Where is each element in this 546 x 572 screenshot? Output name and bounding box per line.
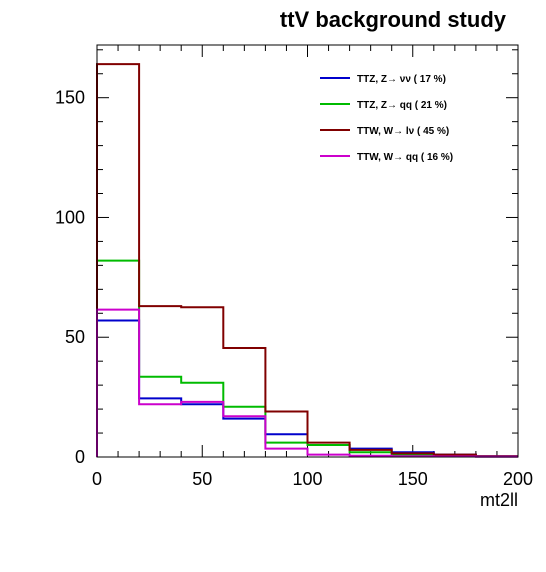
x-tick-label: 100 (292, 469, 322, 489)
legend-label: TTW, W→ qq ( 16 %) (357, 152, 453, 163)
legend: TTZ, Z→ νν ( 17 %) TTZ, Z→ qq ( 21 %) TTW,… (320, 74, 453, 163)
series-group (96, 63, 518, 458)
x-tick-label: 200 (503, 469, 533, 489)
y-tick-label: 100 (55, 207, 85, 227)
x-tick-label: 150 (398, 469, 428, 489)
chart-title: ttV background study (280, 7, 507, 32)
x-axis-label: mt2ll (480, 490, 518, 510)
axis-ticks: 0 50 100 150 200 0 50 100 150 (55, 45, 533, 489)
plot-frame (96, 44, 519, 458)
series-line-3 (96, 63, 518, 458)
legend-label: TTZ, Z→ qq ( 21 %) (357, 100, 447, 111)
y-tick-label: 0 (75, 447, 85, 467)
series-line-4 (96, 308, 518, 458)
x-tick-label: 0 (92, 469, 102, 489)
x-tick-label: 50 (192, 469, 212, 489)
legend-label: TTZ, Z→ νν ( 17 %) (357, 74, 446, 85)
y-tick-label: 150 (55, 88, 85, 108)
legend-label: TTW, W→ lν ( 45 %) (357, 126, 449, 137)
y-tick-label: 50 (65, 327, 85, 347)
